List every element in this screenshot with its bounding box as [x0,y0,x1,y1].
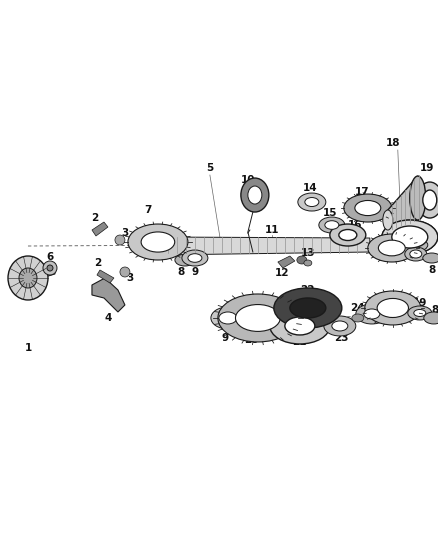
Ellipse shape [115,235,125,245]
Ellipse shape [410,176,426,220]
Text: 1: 1 [25,343,32,353]
Text: 22: 22 [300,285,315,295]
Ellipse shape [377,298,409,318]
Ellipse shape [382,220,438,254]
Ellipse shape [188,254,202,262]
Ellipse shape [382,220,438,254]
Polygon shape [97,270,114,283]
Ellipse shape [424,312,438,324]
Ellipse shape [274,288,342,328]
Ellipse shape [414,310,426,317]
Polygon shape [92,278,125,312]
Ellipse shape [8,256,48,300]
Ellipse shape [319,217,345,233]
Ellipse shape [241,178,269,212]
Ellipse shape [305,198,319,206]
Ellipse shape [378,240,405,256]
Text: 19: 19 [410,247,425,257]
Ellipse shape [392,226,428,248]
Text: 18: 18 [385,138,400,148]
Text: 7: 7 [144,205,152,215]
Polygon shape [92,222,108,236]
Text: 14: 14 [303,183,317,193]
Ellipse shape [410,250,422,258]
Text: 23: 23 [335,333,349,343]
Text: 4: 4 [104,313,112,323]
Ellipse shape [290,298,326,318]
Ellipse shape [355,200,381,215]
Ellipse shape [182,250,208,266]
Ellipse shape [218,294,298,342]
Ellipse shape [120,267,130,277]
Text: 15: 15 [373,243,387,253]
Text: 11: 11 [265,225,279,235]
Ellipse shape [47,265,53,271]
Text: 26: 26 [406,205,420,215]
Text: 8: 8 [177,267,184,277]
Ellipse shape [408,306,432,320]
Text: 12: 12 [275,268,289,278]
Ellipse shape [383,210,393,230]
Ellipse shape [248,186,262,204]
Ellipse shape [297,256,307,264]
Text: 3: 3 [126,273,134,283]
Ellipse shape [270,308,330,344]
Text: 9: 9 [221,333,229,343]
Ellipse shape [236,304,280,332]
Ellipse shape [423,253,438,263]
Text: 21: 21 [293,337,307,347]
Ellipse shape [19,268,37,288]
Text: 17: 17 [354,187,369,197]
Ellipse shape [128,224,188,260]
Ellipse shape [211,307,245,329]
Ellipse shape [344,194,392,222]
Ellipse shape [339,230,357,240]
Ellipse shape [365,291,421,325]
Text: 25: 25 [371,303,385,313]
Text: 13: 13 [300,248,315,258]
Ellipse shape [325,221,339,229]
Ellipse shape [368,234,416,262]
Text: 19: 19 [420,163,434,173]
Text: 5: 5 [206,163,213,173]
Ellipse shape [394,228,425,246]
Ellipse shape [417,182,438,218]
Text: 8: 8 [431,305,438,315]
Ellipse shape [423,190,437,210]
Ellipse shape [175,254,195,266]
Text: 6: 6 [46,252,53,262]
Text: 8: 8 [428,265,435,275]
Text: 9: 9 [191,267,198,277]
Polygon shape [278,256,295,268]
Ellipse shape [285,317,315,335]
Text: 2: 2 [92,213,99,223]
Text: 20: 20 [245,335,259,345]
Text: 16: 16 [348,220,362,230]
Ellipse shape [405,247,427,261]
Ellipse shape [324,316,356,336]
Text: 10: 10 [240,175,255,185]
Ellipse shape [332,321,348,331]
Ellipse shape [298,193,326,211]
Text: 19: 19 [413,298,427,308]
Text: 15: 15 [381,293,395,303]
Ellipse shape [408,239,428,251]
Ellipse shape [330,224,366,246]
Ellipse shape [364,309,380,319]
Ellipse shape [352,314,364,322]
Ellipse shape [304,260,312,266]
Ellipse shape [219,312,237,324]
Text: 3: 3 [121,228,129,238]
Polygon shape [388,176,418,230]
Ellipse shape [356,304,388,324]
Polygon shape [160,237,370,255]
Polygon shape [35,266,55,280]
Text: 2: 2 [94,258,102,268]
Ellipse shape [141,232,175,252]
Ellipse shape [43,261,57,275]
Text: 24: 24 [350,303,365,313]
Text: 15: 15 [322,208,337,218]
